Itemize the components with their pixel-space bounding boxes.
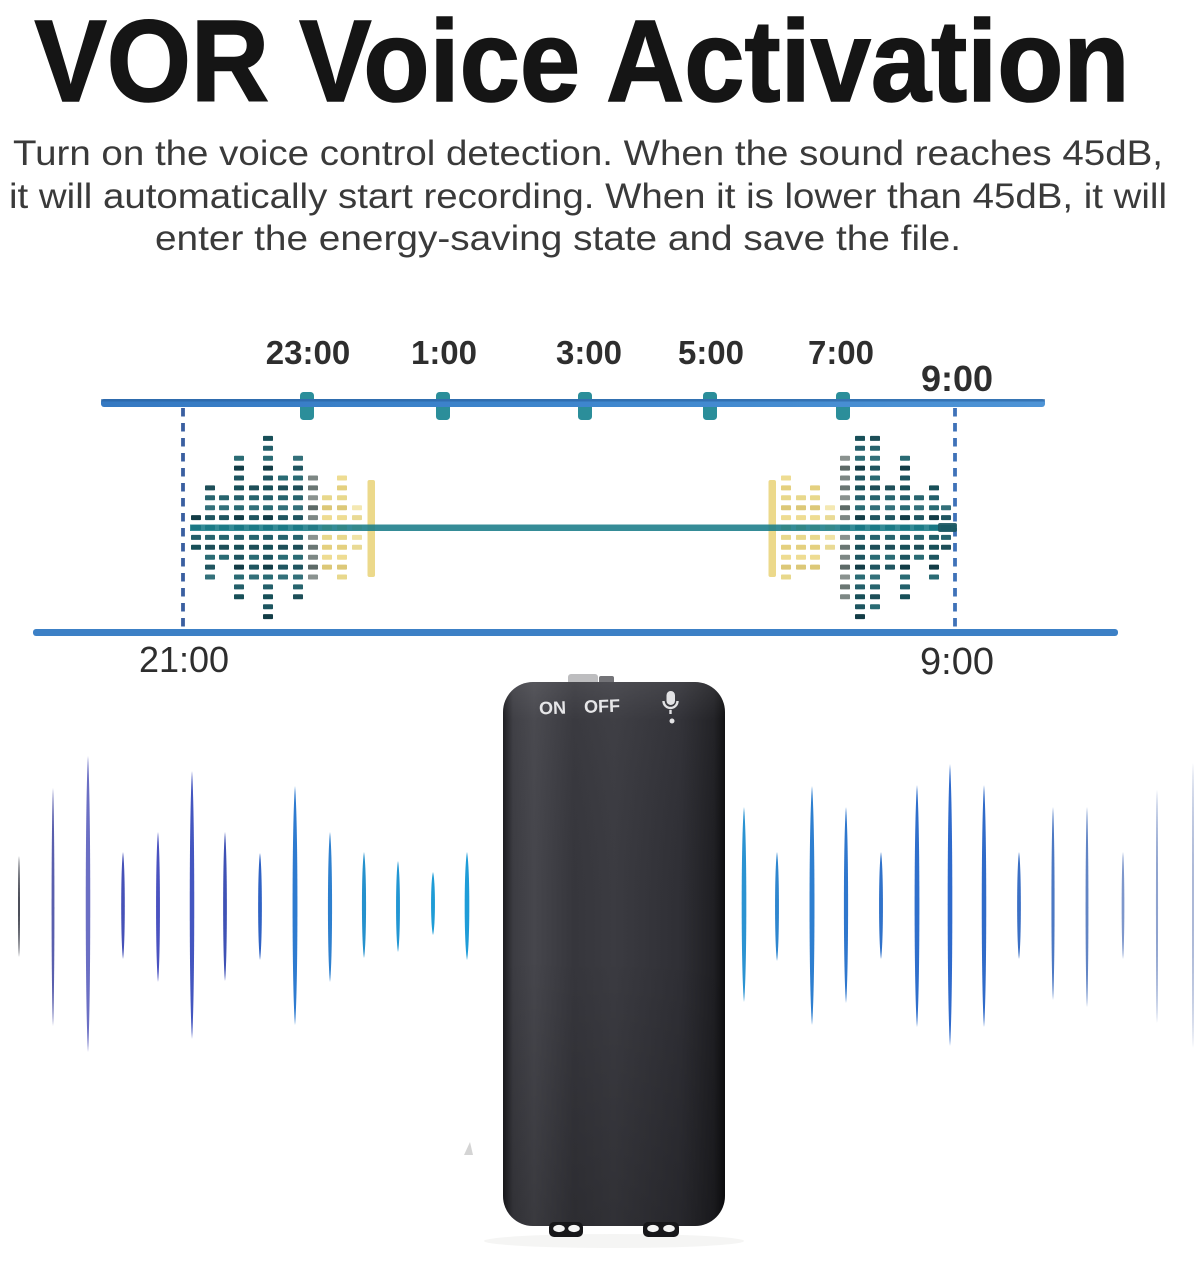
svg-text:7:00: 7:00 xyxy=(808,334,874,371)
svg-text:OFF: OFF xyxy=(584,696,621,717)
svg-text:9:00: 9:00 xyxy=(920,641,994,683)
svg-text:1:00: 1:00 xyxy=(411,334,477,371)
svg-text:3:00: 3:00 xyxy=(556,334,622,371)
svg-text:it will automatically start re: it will automatically start recording. W… xyxy=(9,177,1167,216)
svg-text:5:00: 5:00 xyxy=(678,334,744,371)
svg-text:enter the energy-saving state: enter the energy-saving state and save t… xyxy=(155,219,961,258)
svg-text:21:00: 21:00 xyxy=(139,639,229,680)
svg-text:VOR Voice Activation: VOR Voice Activation xyxy=(35,0,1130,126)
svg-text:ON: ON xyxy=(539,697,567,718)
svg-text:23:00: 23:00 xyxy=(266,334,350,371)
svg-text:9:00: 9:00 xyxy=(921,358,993,399)
svg-text:Turn on the voice control dete: Turn on the voice control detection. Whe… xyxy=(13,134,1163,173)
